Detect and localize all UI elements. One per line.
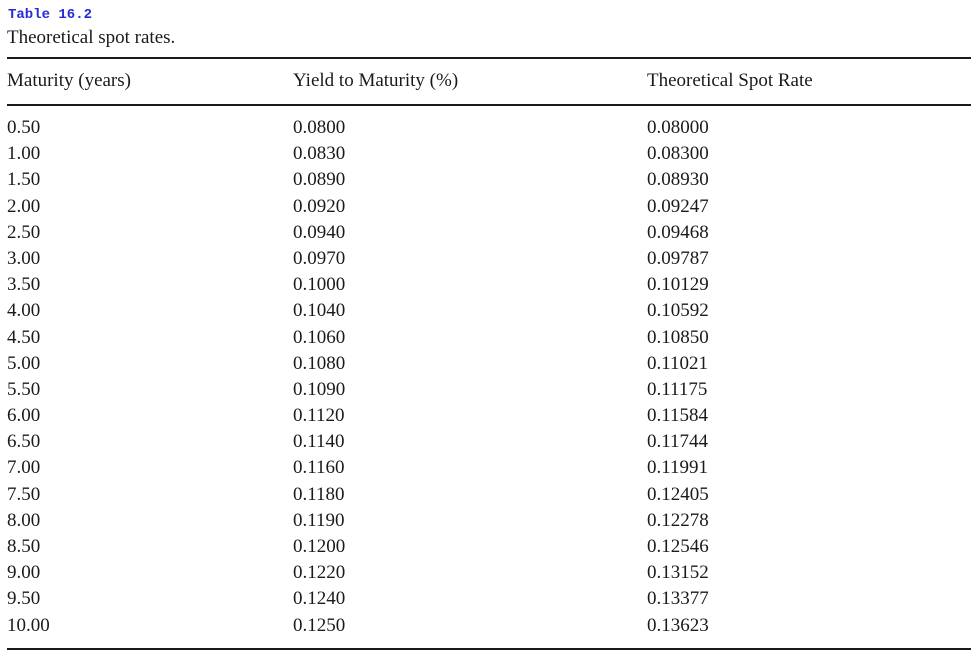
- cell-theoretical-spot-rate: 0.13623: [647, 614, 709, 636]
- cell-yield-to-maturity: 0.1000: [293, 274, 346, 296]
- cell-yield-to-maturity: 0.1160: [293, 457, 345, 479]
- top-rule: [7, 57, 971, 59]
- table-row: 6.50 0.1140 0.11744: [0, 429, 975, 455]
- cell-maturity: 5.50: [7, 378, 41, 400]
- cell-maturity: 8.00: [7, 509, 41, 531]
- cell-yield-to-maturity: 0.0920: [293, 195, 346, 217]
- cell-theoretical-spot-rate: 0.09468: [647, 221, 709, 243]
- cell-maturity: 1.50: [7, 169, 41, 191]
- table-row: 10.00 0.1250 0.13623: [0, 613, 975, 639]
- table-label: Table 16.2: [8, 7, 93, 23]
- cell-maturity: 3.00: [7, 247, 41, 269]
- cell-theoretical-spot-rate: 0.13377: [647, 588, 709, 610]
- cell-theoretical-spot-rate: 0.10129: [647, 274, 709, 296]
- cell-maturity: 5.00: [7, 352, 41, 374]
- table-row: 8.00 0.1190 0.12278: [0, 508, 975, 534]
- cell-maturity: 0.50: [7, 117, 41, 138]
- table-row: 7.50 0.1180 0.12405: [0, 482, 975, 508]
- cell-yield-to-maturity: 0.0800: [293, 117, 346, 138]
- table-row: 3.00 0.0970 0.09787: [0, 246, 975, 272]
- cell-yield-to-maturity: 0.0940: [293, 221, 346, 243]
- cell-theoretical-spot-rate: 0.12278: [647, 509, 709, 531]
- cell-theoretical-spot-rate: 0.11021: [647, 352, 709, 374]
- table-row: 1.00 0.0830 0.08300: [0, 141, 975, 167]
- cell-yield-to-maturity: 0.0830: [293, 143, 346, 165]
- cell-yield-to-maturity: 0.0890: [293, 169, 346, 191]
- table-row: 5.00 0.1080 0.11021: [0, 351, 975, 377]
- table-body: 0.50 0.0800 0.08000 1.00 0.0830 0.08300 1.50 0.…: [0, 115, 975, 639]
- cell-yield-to-maturity: 0.1220: [293, 562, 346, 584]
- table-row: 9.50 0.1240 0.13377: [0, 586, 975, 612]
- table-caption: Theoretical spot rates.: [7, 27, 176, 48]
- table-row: 2.00 0.0920 0.09247: [0, 194, 975, 220]
- cell-theoretical-spot-rate: 0.11584: [647, 405, 709, 427]
- table-row: 7.00 0.1160 0.11991: [0, 455, 975, 481]
- cell-maturity: 4.00: [7, 300, 41, 322]
- header-row: Maturity (years) Yield to Maturity (%) T…: [0, 68, 975, 94]
- table-row: 8.50 0.1200 0.12546: [0, 534, 975, 560]
- table-row: 9.00 0.1220 0.13152: [0, 560, 975, 586]
- cell-maturity: 1.00: [7, 143, 41, 165]
- cell-theoretical-spot-rate: 0.10850: [647, 326, 709, 348]
- cell-maturity: 9.00: [7, 562, 41, 584]
- cell-yield-to-maturity: 0.1240: [293, 588, 346, 610]
- table-row: 4.50 0.1060 0.10850: [0, 325, 975, 351]
- table-row: 5.50 0.1090 0.11175: [0, 377, 975, 403]
- cell-maturity: 8.50: [7, 536, 41, 557]
- cell-theoretical-spot-rate: 0.11991: [647, 457, 709, 479]
- cell-theoretical-spot-rate: 0.12405: [647, 483, 709, 505]
- cell-theoretical-spot-rate: 0.09247: [647, 195, 709, 217]
- cell-yield-to-maturity: 0.1190: [293, 509, 345, 531]
- cell-maturity: 7.50: [7, 483, 41, 505]
- cell-theoretical-spot-rate: 0.08000: [647, 117, 709, 138]
- cell-theoretical-spot-rate: 0.08300: [647, 143, 709, 165]
- table-row: 6.00 0.1120 0.11584: [0, 403, 975, 429]
- cell-theoretical-spot-rate: 0.13152: [647, 562, 709, 584]
- cell-maturity: 6.00: [7, 405, 41, 427]
- cell-yield-to-maturity: 0.1120: [293, 405, 345, 427]
- cell-theoretical-spot-rate: 0.11175: [647, 378, 708, 400]
- cell-maturity: 3.50: [7, 274, 41, 296]
- cell-maturity: 10.00: [7, 614, 50, 636]
- bottom-rule: [7, 648, 971, 650]
- cell-maturity: 9.50: [7, 588, 41, 610]
- cell-yield-to-maturity: 0.1250: [293, 614, 346, 636]
- table-row: 4.00 0.1040 0.10592: [0, 298, 975, 324]
- cell-theoretical-spot-rate: 0.08930: [647, 169, 709, 191]
- header-rule: [7, 104, 971, 106]
- header-maturity: Maturity (years): [7, 70, 131, 91]
- cell-theoretical-spot-rate: 0.12546: [647, 536, 709, 557]
- cell-maturity: 2.50: [7, 221, 41, 243]
- table-row: 2.50 0.0940 0.09468: [0, 220, 975, 246]
- table-row: 0.50 0.0800 0.08000: [0, 115, 975, 141]
- cell-yield-to-maturity: 0.1090: [293, 378, 346, 400]
- table-row: 3.50 0.1000 0.10129: [0, 272, 975, 298]
- cell-yield-to-maturity: 0.1200: [293, 536, 346, 557]
- header-theoretical-spot-rate: Theoretical Spot Rate: [647, 70, 813, 91]
- cell-maturity: 2.00: [7, 195, 41, 217]
- header-yield-to-maturity: Yield to Maturity (%): [293, 70, 459, 91]
- cell-yield-to-maturity: 0.0970: [293, 247, 346, 269]
- cell-theoretical-spot-rate: 0.09787: [647, 247, 709, 269]
- cell-yield-to-maturity: 0.1040: [293, 300, 346, 322]
- cell-maturity: 7.00: [7, 457, 41, 479]
- cell-theoretical-spot-rate: 0.11744: [647, 431, 709, 453]
- cell-yield-to-maturity: 0.1080: [293, 352, 346, 374]
- cell-yield-to-maturity: 0.1140: [293, 431, 345, 453]
- table-row: 1.50 0.0890 0.08930: [0, 167, 975, 193]
- cell-theoretical-spot-rate: 0.10592: [647, 300, 709, 322]
- cell-yield-to-maturity: 0.1180: [293, 483, 345, 505]
- cell-yield-to-maturity: 0.1060: [293, 326, 346, 348]
- cell-maturity: 4.50: [7, 326, 41, 348]
- cell-maturity: 6.50: [7, 431, 41, 453]
